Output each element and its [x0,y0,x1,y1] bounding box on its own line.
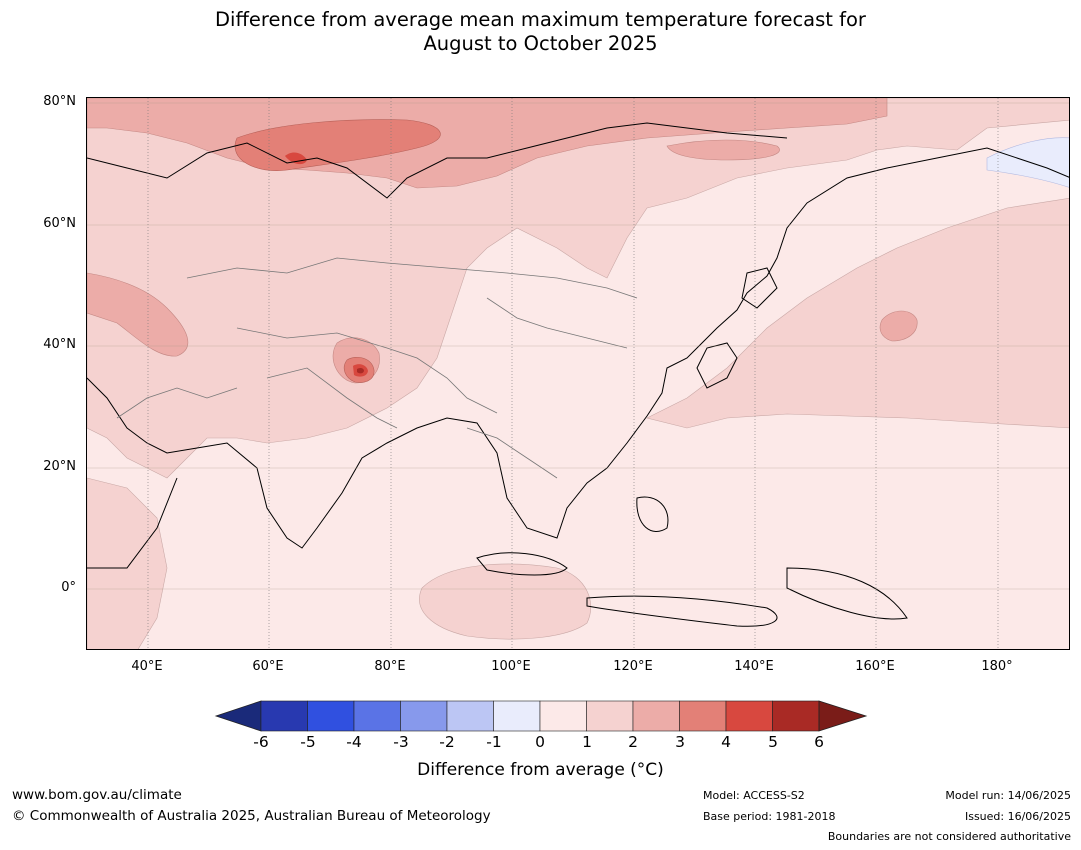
colorbar-segment-m1-0 [493,700,541,732]
colorbar-segment-m4-m3 [353,700,401,732]
lat-label-60n: 60°N [43,216,76,231]
colorbar-tick-3: 3 [675,733,685,751]
colorbar-tick-m3: -3 [393,733,409,751]
footer-copyright: © Commonwealth of Australia 2025, Austra… [12,808,491,824]
lat-label-80n: 80°N [43,94,76,109]
lon-label-140e: 140°E [734,659,774,674]
anomaly-band-1-2-africa [87,477,168,649]
anomaly-band-1-2-pacific [646,198,1069,429]
colorbar-tick-m6: -6 [253,733,269,751]
footer-issued: Issued: 16/06/2025 [964,810,1071,823]
colorbar-segment-1-2 [586,700,634,732]
colorbar-segment-0-1 [539,700,587,732]
anomaly-band-1-2-indian-ocean [419,563,591,640]
lon-label-100e: 100°E [491,659,531,674]
lon-label-160e: 160°E [855,659,895,674]
anomaly-band-4-5-russia [285,152,307,165]
anomaly-band-1-2-eurasia [87,98,1069,479]
chart-title: Difference from average mean maximum tem… [0,8,1081,56]
colorbar-above-extend [818,700,868,732]
lon-label-180: 180° [981,659,1013,674]
colorbar-tick-5: 5 [768,733,778,751]
gridlines [147,98,999,649]
lat-label-40n: 40°N [43,337,76,352]
colorbar-segment-m5-m4 [307,700,355,732]
footer-base-period: Base period: 1981-2018 [703,810,836,823]
colorbar-tick-m4: -4 [346,733,362,751]
colorbar-tick-1: 1 [582,733,592,751]
forecast-map [86,97,1070,650]
title-line-2: August to October 2025 [423,32,658,55]
colorbar-segment-4-5 [725,700,773,732]
lon-label-120e: 120°E [613,659,653,674]
lat-label-20n: 20°N [43,459,76,474]
map-canvas [87,98,1069,649]
anomaly-band-2-3-siberia-east [666,139,780,161]
colorbar-segment-3-4 [679,700,727,732]
title-line-1: Difference from average mean maximum tem… [215,8,866,31]
coastlines [87,122,1069,627]
anomaly-band-3-4-russia [234,119,441,171]
colorbar-segment-m2-m1 [446,700,494,732]
latitude-gridlines [87,102,1069,590]
lon-label-60e: 60°E [252,659,284,674]
colorbar-tick-0: 0 [535,733,545,751]
colorbar [214,700,868,732]
lon-label-40e: 40°E [131,659,163,674]
colorbar-below-extend [214,700,262,732]
anomaly-band-2-3-caspian [87,272,189,357]
colorbar-tick-m5: -5 [300,733,316,751]
colorbar-tick-6: 6 [814,733,824,751]
anomaly-band-2-3-pacific [879,310,918,342]
lat-label-0: 0° [61,580,76,595]
colorbar-segment-m3-m2 [400,700,448,732]
colorbar-tick-4: 4 [721,733,731,751]
country-boundaries [116,257,638,479]
colorbar-segment-2-3 [632,700,680,732]
colorbar-segment-m6-m5 [260,700,308,732]
footer-disclaimer: Boundaries are not considered authoritat… [827,830,1071,843]
anomaly-band-5-6-tibet [357,367,364,374]
colorbar-tick-m2: -2 [439,733,455,751]
footer-model: Model: ACCESS-S2 [703,789,805,802]
footer-model-run: Model run: 14/06/2025 [945,789,1071,802]
footer-url[interactable]: www.bom.gov.au/climate [12,787,182,803]
colorbar-caption: Difference from average (°C) [417,760,664,780]
lon-label-80e: 80°E [374,659,406,674]
colorbar-tick-2: 2 [628,733,638,751]
colorbar-segment-5-6 [772,700,820,732]
negative-anomaly-bering [986,137,1069,188]
colorbar-tick-m1: -1 [486,733,502,751]
